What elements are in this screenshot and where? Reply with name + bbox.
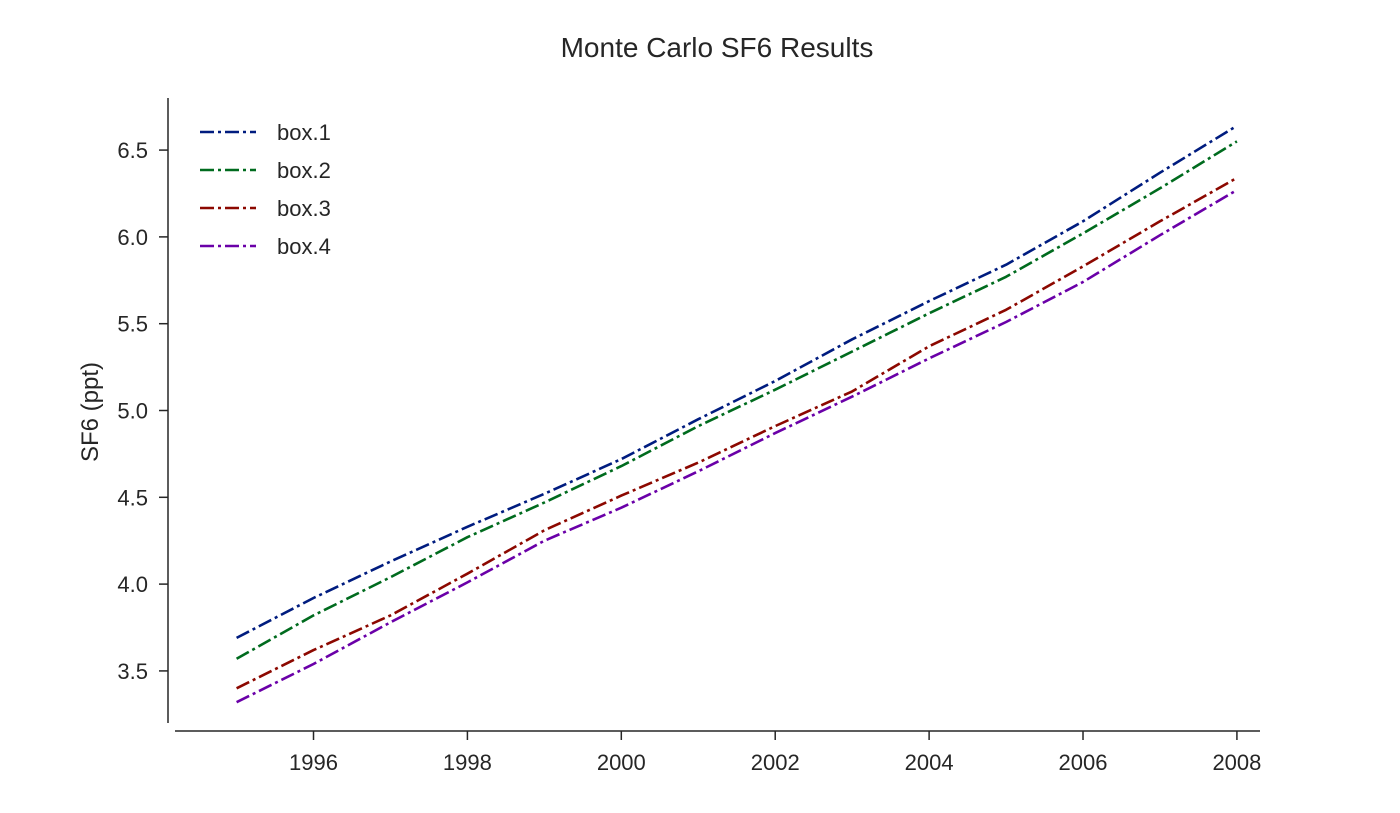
y-ticks: 3.5 4.0 4.5 5.0 5.5 6.0 6.5: [117, 138, 168, 684]
y-tick-label: 6.5: [117, 138, 148, 163]
x-tick-label: 2008: [1212, 750, 1261, 775]
y-tick-label: 4.0: [117, 572, 148, 597]
y-tick-label: 5.0: [117, 399, 148, 424]
x-tick-label: 1998: [443, 750, 492, 775]
chart-title: Monte Carlo SF6 Results: [561, 32, 874, 63]
x-axis: 1996 1998 2000 2002 2004 2006 2008: [175, 730, 1261, 775]
series-lines: [235, 124, 1238, 704]
legend-label-box-4: box.4: [277, 234, 331, 259]
x-tick-label: 2002: [751, 750, 800, 775]
x-tick-label: 2004: [905, 750, 954, 775]
y-tick-label: 5.5: [117, 312, 148, 337]
y-axis-label: SF6 (ppt): [77, 362, 104, 462]
x-tick-label: 1996: [289, 750, 338, 775]
series-line-box-4: [236, 188, 1238, 704]
legend: box.1 box.2 box.3 box.4: [200, 120, 331, 259]
series-line-box-1: [236, 124, 1238, 640]
series-line-box-2: [235, 140, 1238, 660]
x-tick-label: 2000: [597, 750, 646, 775]
legend-label-box-1: box.1: [277, 120, 331, 145]
y-tick-label: 6.0: [117, 225, 148, 250]
y-tick-label: 4.5: [117, 485, 148, 510]
x-tick-label: 2006: [1059, 750, 1108, 775]
legend-label-box-2: box.2: [277, 158, 331, 183]
series-line-box-3: [236, 176, 1238, 690]
x-ticks: 1996 1998 2000 2002 2004 2006 2008: [289, 731, 1261, 775]
y-tick-label: 3.5: [117, 659, 148, 684]
y-axis: 3.5 4.0 4.5 5.0 5.5 6.0 6.5: [117, 98, 169, 723]
legend-label-box-3: box.3: [277, 196, 331, 221]
